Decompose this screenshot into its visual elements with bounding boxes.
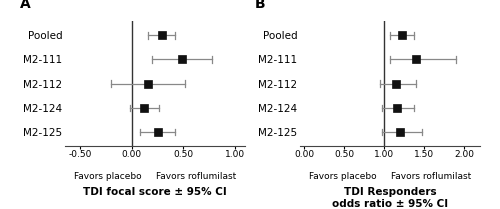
Text: odds ratio ± 95% CI: odds ratio ± 95% CI (332, 199, 448, 209)
Text: A: A (20, 0, 31, 11)
Text: B: B (255, 0, 266, 11)
Text: Favors placebo     Favors roflumilast: Favors placebo Favors roflumilast (74, 172, 236, 181)
Text: TDI Responders: TDI Responders (344, 187, 436, 197)
Text: Favors placebo     Favors roflumilast: Favors placebo Favors roflumilast (309, 172, 471, 181)
Text: TDI focal score ± 95% CI: TDI focal score ± 95% CI (83, 187, 227, 197)
